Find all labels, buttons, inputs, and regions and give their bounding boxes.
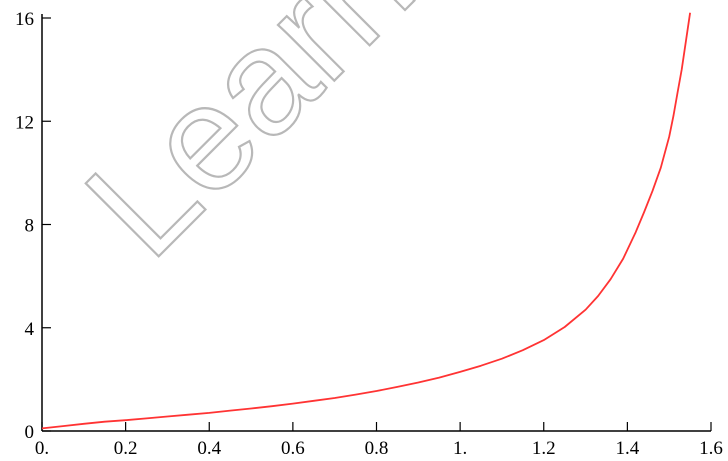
watermark-text: Learn bbox=[54, 0, 444, 288]
plot-area bbox=[41, 12, 691, 430]
x-tick-label: 0. bbox=[35, 438, 49, 459]
axes: 0. 0.2 0.4 0.6 0.8 1. 1.2 1.4 1.6 0 4 8 12 16 bbox=[15, 9, 723, 459]
x-tick-label: 0.2 bbox=[114, 438, 138, 459]
y-tick-label: 16 bbox=[15, 9, 34, 30]
x-tick-label: 0.4 bbox=[197, 438, 221, 459]
x-tick-label: 0.6 bbox=[281, 438, 305, 459]
x-tick-label: 1.6 bbox=[699, 438, 723, 459]
x-tick-label: 1. bbox=[453, 438, 467, 459]
y-tick-label: 0 bbox=[25, 422, 35, 443]
series-line bbox=[41, 12, 691, 430]
y-tick-label: 8 bbox=[25, 216, 35, 237]
x-tick-label: 1.2 bbox=[532, 438, 556, 459]
x-tick-label: 1.4 bbox=[616, 438, 640, 459]
y-tick-label: 12 bbox=[15, 112, 34, 133]
x-tick-label: 0.8 bbox=[365, 438, 389, 459]
y-tick-label: 4 bbox=[25, 319, 35, 340]
